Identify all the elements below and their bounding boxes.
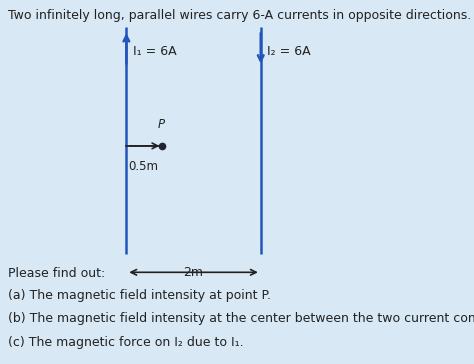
Text: 2m: 2m — [183, 266, 203, 279]
Text: (b) The magnetic field intensity at the center between the two current conductor: (b) The magnetic field intensity at the … — [8, 312, 474, 325]
Text: I₂ = 6A: I₂ = 6A — [267, 46, 310, 59]
Text: (c) The magnetic force on I₂ due to I₁.: (c) The magnetic force on I₂ due to I₁. — [8, 336, 243, 348]
Text: P: P — [157, 118, 164, 131]
Text: 0.5m: 0.5m — [128, 160, 158, 173]
Text: I₁ = 6A: I₁ = 6A — [133, 46, 176, 59]
Text: Please find out:: Please find out: — [8, 267, 105, 280]
Text: Two infinitely long, parallel wires carry 6-A currents in opposite directions.: Two infinitely long, parallel wires carr… — [8, 9, 471, 21]
Text: (a) The magnetic field intensity at point P.: (a) The magnetic field intensity at poin… — [8, 289, 271, 301]
